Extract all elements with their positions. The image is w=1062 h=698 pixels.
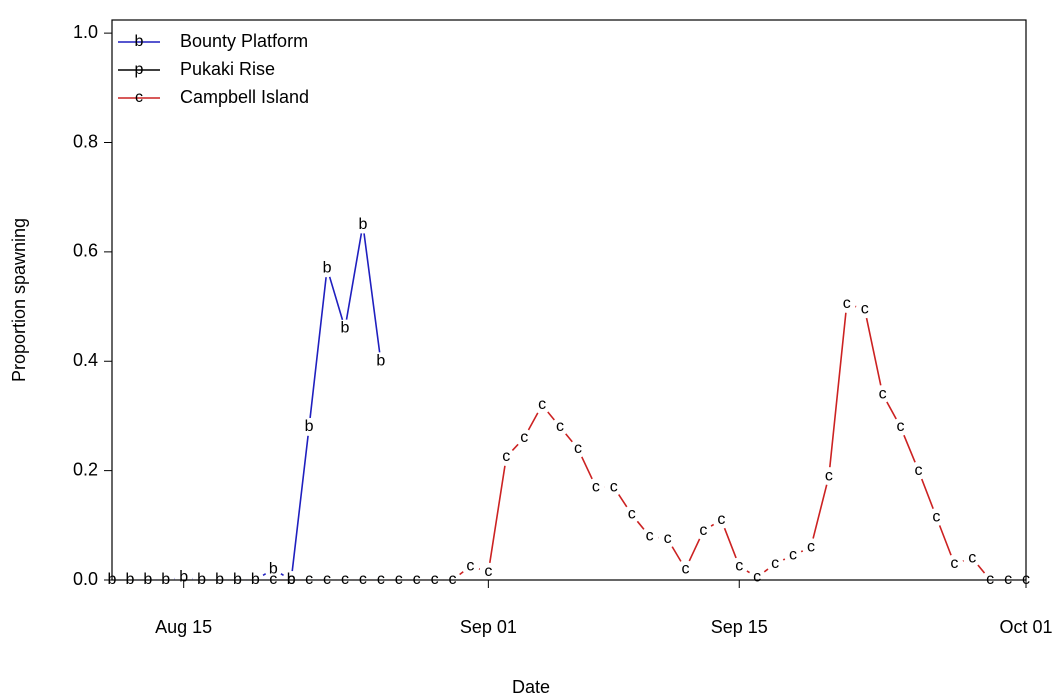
point-symbol: c — [323, 571, 331, 588]
point-symbol: b — [323, 260, 332, 277]
x-tick-label: Aug 15 — [155, 617, 212, 637]
point-symbol: b — [251, 571, 260, 588]
point-symbol: c — [431, 571, 439, 588]
point-symbol: c — [520, 429, 528, 446]
point-symbol: b — [341, 320, 350, 337]
y-tick-label: 0.6 — [73, 241, 98, 261]
point-symbol: b — [376, 352, 385, 369]
point-symbol: c — [305, 571, 313, 588]
point-symbol: c — [484, 563, 492, 580]
point-symbol: b — [269, 560, 278, 577]
point-symbol: b — [233, 571, 242, 588]
point-symbol: c — [269, 571, 277, 588]
point-symbol: c — [825, 467, 833, 484]
point-symbol: c — [502, 448, 510, 465]
point-symbol: c — [879, 385, 887, 402]
point-symbol: c — [717, 511, 725, 528]
point-symbol: c — [1004, 571, 1012, 588]
point-symbol: c — [789, 547, 797, 564]
plot-frame — [111, 19, 1027, 581]
point-symbol: b — [305, 418, 314, 435]
series-line — [273, 302, 1026, 581]
point-symbol: b — [143, 571, 152, 588]
point-symbol: c — [610, 478, 618, 495]
point-symbol: b — [358, 216, 367, 233]
point-symbol: c — [574, 440, 582, 457]
point-symbol: c — [449, 571, 457, 588]
point-symbol: c — [413, 571, 421, 588]
point-symbol: c — [1022, 571, 1030, 588]
point-symbol: c — [897, 418, 905, 435]
point-symbol: c — [807, 538, 815, 555]
point-symbol: c — [287, 571, 295, 588]
point-symbol: c — [771, 555, 779, 572]
point-symbol: c — [932, 508, 940, 525]
x-tick-label: Sep 15 — [711, 617, 768, 637]
point-symbol: c — [377, 571, 385, 588]
legend-label: Campbell Island — [180, 87, 309, 107]
point-symbol: c — [861, 301, 869, 318]
point-symbol: b — [125, 571, 134, 588]
point-symbol: c — [950, 555, 958, 572]
point-symbol: c — [843, 295, 851, 312]
point-symbol: c — [753, 568, 761, 585]
point-symbol: c — [538, 396, 546, 413]
x-axis-label: Date — [512, 677, 550, 697]
y-tick-label: 0.2 — [73, 459, 98, 479]
y-tick-label: 0.0 — [73, 569, 98, 589]
legend-symbol: b — [135, 33, 144, 50]
point-symbol: c — [592, 478, 600, 495]
y-axis-label: Proportion spawning — [9, 218, 29, 382]
point-symbol: c — [735, 558, 743, 575]
point-symbol: b — [197, 571, 206, 588]
point-symbol: c — [466, 558, 474, 575]
point-symbol: c — [699, 522, 707, 539]
legend-symbol: p — [135, 61, 144, 78]
point-symbol: c — [914, 462, 922, 479]
point-symbol: c — [359, 571, 367, 588]
point-symbol: c — [681, 560, 689, 577]
legend-label: Pukaki Rise — [180, 59, 275, 79]
point-symbol: b — [108, 571, 117, 588]
y-tick-label: 0.8 — [73, 131, 98, 151]
point-symbol: c — [646, 527, 654, 544]
point-symbol: b — [215, 571, 224, 588]
point-symbol: c — [341, 571, 349, 588]
point-symbol: c — [628, 506, 636, 523]
point-symbol: c — [556, 418, 564, 435]
legend-symbol: c — [135, 89, 143, 106]
point-symbol: c — [986, 571, 994, 588]
x-tick-label: Sep 01 — [460, 617, 517, 637]
y-tick-label: 1.0 — [73, 22, 98, 42]
series-line — [112, 224, 382, 582]
point-symbol: c — [395, 571, 403, 588]
point-symbol: b — [161, 571, 170, 588]
point-symbol: c — [968, 549, 976, 566]
point-symbol: c — [664, 530, 672, 547]
y-tick-label: 0.4 — [73, 350, 98, 370]
x-tick-label: Oct 01 — [999, 617, 1052, 637]
legend-label: Bounty Platform — [180, 31, 308, 51]
point-symbol: b — [179, 568, 188, 585]
